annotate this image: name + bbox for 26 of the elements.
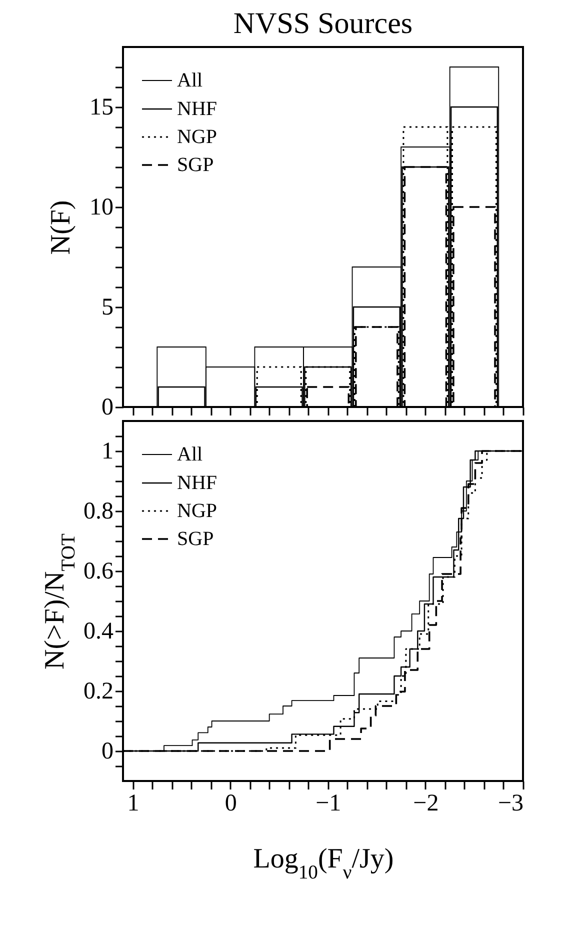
y-tick-label: 0.4 [84, 618, 114, 644]
x-tick-label: −3 [498, 790, 524, 816]
chart-title: NVSS Sources [233, 7, 413, 40]
y-tick-label: 0.2 [84, 678, 114, 704]
legend-label: SGP [177, 528, 214, 550]
y-tick-label: 0 [102, 738, 114, 764]
legend-label: All [177, 70, 203, 92]
y-tick-label: 1 [102, 438, 114, 464]
y-tick-label: 15 [90, 94, 114, 120]
legend-label: NHF [177, 472, 218, 494]
y-tick-label: 5 [102, 294, 114, 320]
x-tick-label: 1 [127, 790, 140, 816]
legend-label: NHF [177, 98, 218, 120]
x-tick-label: 0 [224, 790, 237, 816]
legend-label: All [177, 444, 203, 466]
y-tick-label: 0.8 [84, 498, 114, 524]
y-tick-label: 0.6 [84, 558, 114, 584]
legend-label: SGP [177, 154, 214, 176]
y-axis-title: N(F) [46, 200, 76, 255]
legend-label: NGP [177, 126, 218, 148]
x-tick-label: −2 [413, 790, 439, 816]
x-axis-title: Log$_{10}$(F$_{ν}$/Jy) [253, 844, 394, 883]
x-tick-label: −1 [316, 790, 342, 816]
legend-label: NGP [177, 500, 218, 522]
y-tick-label: 10 [90, 194, 114, 220]
y-tick-label: 0 [102, 394, 114, 420]
